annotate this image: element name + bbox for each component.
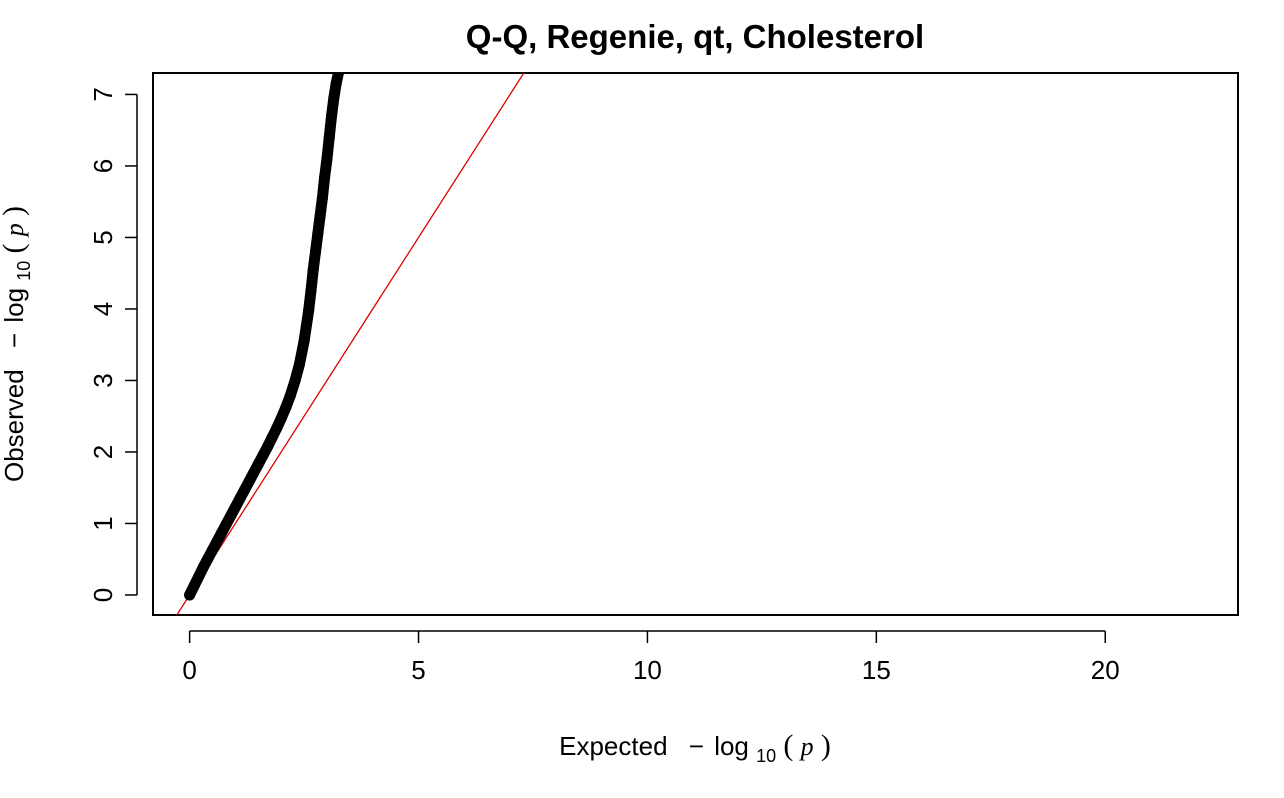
qq-point (220, 518, 232, 530)
qq-point (332, 73, 344, 79)
chart-title: Q-Q, Regenie, qt, Cholesterol (466, 18, 924, 55)
y-tick-label: 6 (88, 159, 118, 173)
x-axis-label-open: ( (783, 729, 793, 762)
qq-point (326, 110, 338, 122)
qq-point (225, 510, 237, 522)
qq-point (211, 535, 223, 547)
points-band (184, 73, 344, 601)
qq-point (319, 171, 331, 183)
qq-point (207, 544, 219, 556)
x-axis-label-close: ) (821, 729, 831, 762)
qq-point (266, 432, 278, 444)
qq-point (284, 389, 296, 401)
qq-point (280, 402, 292, 414)
x-axis-label: Expected − log 10 ( p ) (559, 729, 831, 768)
y-axis-label: Observed − log 10 ( p ) (0, 206, 36, 482)
x-tick-label: 5 (411, 655, 425, 685)
x-axis: 0 5 10 15 20 (182, 630, 1120, 685)
y-tick-label: 3 (88, 373, 118, 387)
qq-point (312, 228, 324, 240)
qq-point (271, 422, 283, 434)
y-tick-label: 5 (88, 230, 118, 244)
y-tick-label: 4 (88, 302, 118, 316)
qq-point (248, 467, 260, 479)
qq-point (303, 304, 315, 316)
qq-point (321, 153, 333, 165)
qq-point (229, 501, 241, 513)
y-axis-label-log: log (0, 288, 29, 323)
y-axis-label-close: ) (0, 206, 30, 216)
qq-point (234, 492, 246, 504)
reference-line (176, 73, 525, 615)
qq-point (330, 78, 342, 90)
x-axis-label-base: 10 (756, 746, 776, 766)
qq-point (261, 441, 273, 453)
x-axis-label-var: p (799, 732, 814, 761)
qq-point (314, 210, 326, 222)
y-axis-label-minus: − (0, 333, 29, 348)
points-layer (184, 73, 344, 601)
plot-frame (152, 72, 1239, 616)
x-axis-label-prefix: Expected (559, 731, 667, 761)
qq-point (188, 580, 200, 592)
qq-point (289, 375, 301, 387)
qq-point (184, 589, 196, 601)
y-axis-label-base: 10 (14, 261, 34, 281)
qq-point (257, 450, 269, 462)
y-axis-label-var: p (0, 223, 29, 238)
qq-point (202, 553, 214, 565)
y-axis-label-open: ( (0, 243, 30, 253)
qq-point (298, 335, 310, 347)
y-tick-label: 0 (88, 588, 118, 602)
qq-point (216, 527, 228, 539)
qq-point (239, 484, 251, 496)
x-tick-label: 10 (633, 655, 662, 685)
qq-point (293, 358, 305, 370)
x-tick-label: 15 (862, 655, 891, 685)
y-axis-label-prefix: Observed (0, 369, 29, 482)
qq-point (316, 192, 328, 204)
qq-point (243, 475, 255, 487)
qq-point (323, 131, 335, 143)
x-tick-label: 20 (1091, 655, 1120, 685)
y-tick-label: 1 (88, 516, 118, 530)
qq-point (275, 412, 287, 424)
plot-area (176, 73, 525, 615)
qq-point (307, 264, 319, 276)
x-axis-label-minus: − (689, 731, 704, 761)
y-tick-label: 7 (88, 87, 118, 101)
qq-point (310, 246, 322, 258)
qq-point (328, 92, 340, 104)
x-axis-label-log: log (714, 731, 749, 761)
qq-point (252, 458, 264, 470)
y-tick-label: 2 (88, 445, 118, 459)
qq-point (197, 561, 209, 573)
y-axis: 0 1 2 3 4 5 6 7 (88, 87, 138, 602)
qq-point (193, 570, 205, 582)
x-tick-label: 0 (182, 655, 196, 685)
qq-point (305, 285, 317, 297)
